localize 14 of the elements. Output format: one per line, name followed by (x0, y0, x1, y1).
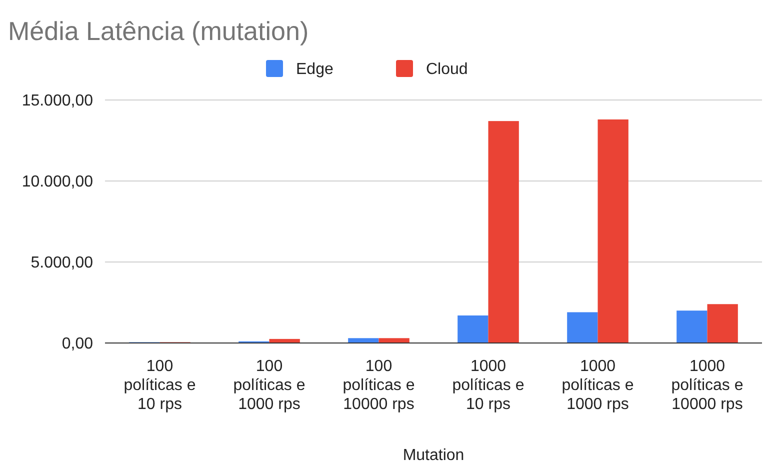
x-tick-label: 100 políticas e 10 rps (124, 358, 196, 413)
chart-title: Média Latência (mutation) (8, 16, 309, 46)
x-tick-label: 1000 políticas e 1000 rps (562, 358, 634, 413)
x-tick-label: 1000 políticas e 10000 rps (671, 358, 744, 413)
y-tick-label: 5.000,00 (30, 254, 94, 272)
x-tick-label: 100 políticas e 1000 rps (233, 358, 306, 413)
legend-label: Edge (296, 61, 334, 78)
y-tick-label: 0,00 (62, 336, 94, 353)
x-tick-label: 100 políticas e 10000 rps (342, 358, 415, 413)
y-tick-label: 15.000,00 (22, 92, 94, 110)
legend-label: Cloud (426, 61, 468, 78)
x-tick-label: 1000 políticas e 10 rps (452, 358, 524, 413)
x-axis-title: Mutation (402, 447, 464, 464)
y-tick-label: 10.000,00 (22, 174, 94, 191)
